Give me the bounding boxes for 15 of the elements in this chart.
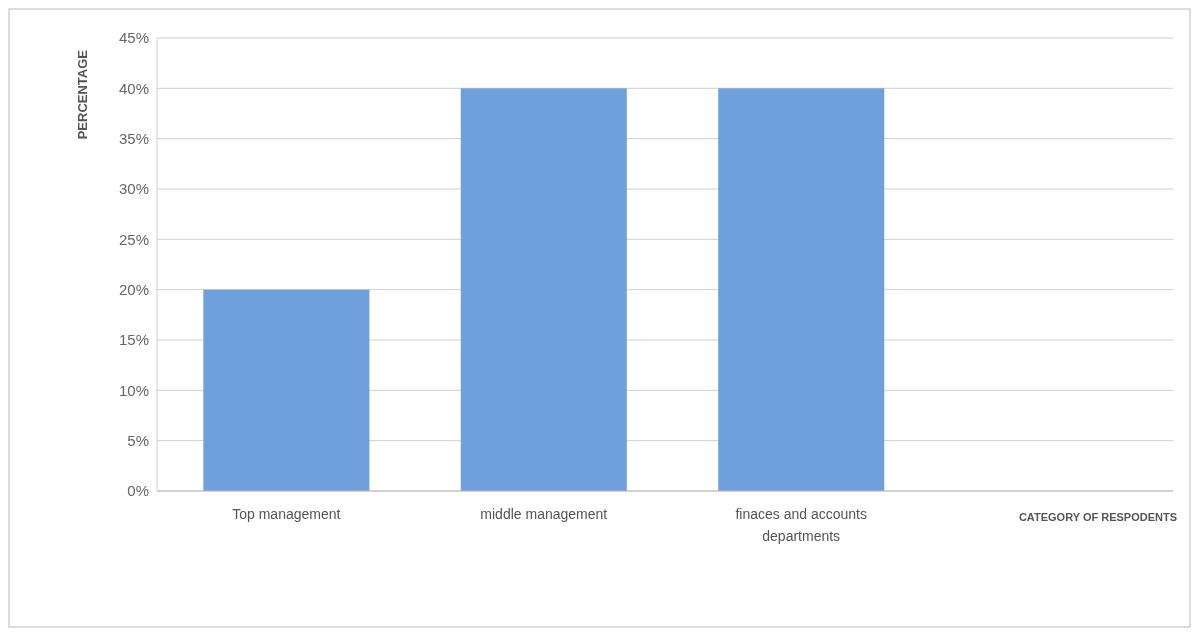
y-tick-label: 5% — [127, 431, 149, 449]
y-tick-label: 10% — [118, 381, 149, 399]
x-tick-label: finaces and accounts departments — [735, 506, 867, 544]
y-tick-label: 40% — [118, 79, 149, 97]
y-tick-label: 30% — [118, 180, 149, 198]
y-tick-label: 15% — [118, 331, 149, 349]
x-axis-title: CATEGORY OF RESPODENTS — [1018, 511, 1177, 523]
x-tick-label: Top management — [232, 506, 341, 522]
y-axis-title: PERCENTAGE — [75, 49, 90, 140]
x-tick-label: middle management — [480, 506, 608, 522]
y-tick-label: 0% — [127, 482, 149, 500]
y-tick-label: 20% — [118, 280, 149, 298]
y-tick-label: 35% — [118, 129, 149, 147]
y-tick-label: 45% — [118, 29, 149, 47]
y-tick-label: 25% — [118, 230, 149, 248]
